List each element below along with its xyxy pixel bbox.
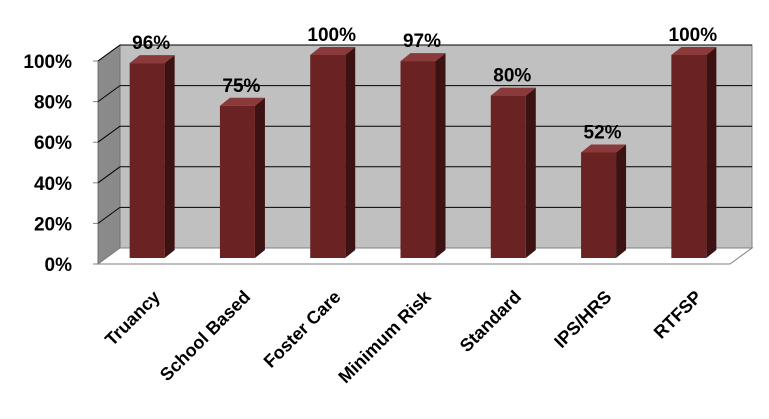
bar-side: [345, 47, 356, 258]
bar-top: [310, 47, 356, 55]
bar-front: [671, 55, 707, 258]
bar: [671, 47, 717, 258]
y-tick-label: 60%: [34, 133, 72, 154]
data-label: 96%: [132, 33, 170, 54]
data-label: 52%: [584, 122, 622, 143]
bar-top: [671, 47, 717, 55]
bar-side: [164, 55, 175, 259]
data-label: 97%: [403, 31, 441, 52]
x-tick-label: Truancy: [101, 287, 164, 350]
bar-front: [581, 152, 617, 258]
bar-side: [706, 47, 717, 258]
bar-top: [129, 55, 175, 64]
x-tick-label: Standard: [456, 287, 525, 356]
y-tick-label: 80%: [34, 93, 72, 114]
gridline-side: [97, 85, 121, 103]
x-tick-label: Minimum Risk: [334, 286, 435, 387]
bar: [310, 47, 356, 258]
data-label: 100%: [669, 25, 718, 46]
bar-side: [435, 53, 446, 259]
bars: [129, 47, 717, 259]
x-tick-label: RTFSP: [650, 287, 706, 343]
y-tick-label: 20%: [34, 214, 72, 235]
gridline-side: [97, 125, 121, 143]
bar-side: [254, 97, 265, 258]
x-tick-label: Foster Care: [260, 287, 345, 372]
x-tick-label: IPS/HRS: [550, 287, 615, 352]
bar: [129, 55, 175, 259]
y-tick-label: 0%: [45, 255, 73, 276]
y-tick-label: 100%: [23, 52, 72, 73]
data-label: 75%: [222, 76, 260, 97]
y-tick-label: 40%: [34, 174, 72, 195]
data-label: 80%: [493, 66, 531, 87]
bar: [219, 97, 265, 258]
bar-top: [490, 87, 536, 96]
gridline-side: [97, 44, 121, 62]
side-wall: [97, 44, 121, 265]
bar: [581, 144, 627, 258]
bar-side: [525, 87, 536, 258]
bar-front: [490, 95, 526, 258]
bar-front: [129, 63, 165, 259]
gridline-side: [97, 166, 121, 184]
gridline-side: [97, 206, 121, 224]
bar-front: [310, 55, 346, 258]
data-labels: 96% 75% 100% 97% 80% 52% 100%: [132, 25, 717, 143]
bar-front: [219, 105, 255, 258]
data-label: 100%: [307, 25, 356, 46]
y-axis-ticks: 0% 20% 40% 60% 80% 100%: [23, 52, 98, 276]
bar: [490, 87, 536, 258]
bar-top: [581, 144, 627, 153]
bar: [400, 53, 446, 259]
bar-side: [616, 144, 627, 258]
bar-front: [400, 61, 436, 259]
x-tick-label: School Based: [156, 287, 254, 385]
bar-top: [400, 53, 446, 62]
bar-top: [219, 97, 265, 106]
